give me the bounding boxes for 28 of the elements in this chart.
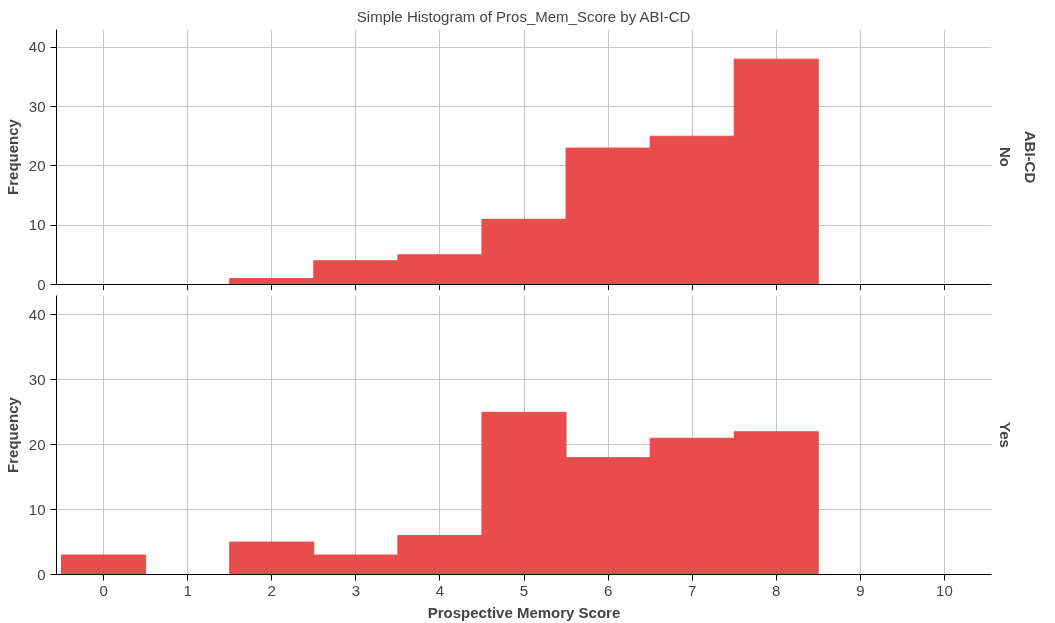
y-tick-label: 40 [28, 38, 46, 56]
text: Yes [996, 422, 1014, 448]
y-tick-label: 20 [28, 156, 46, 174]
y-tick-label: 0 [37, 275, 46, 293]
chart-title: Simple Histogram of Pros_Mem_Score by ABI-CD [356, 7, 691, 25]
x-tick-label: 0 [99, 581, 108, 599]
x-tick-label: 2 [267, 581, 276, 599]
y-tick-label: 30 [28, 370, 46, 388]
y-axis-title: Frequency [3, 396, 21, 473]
x-tick-label: 10 [936, 581, 953, 599]
x-tick-label: 4 [435, 581, 445, 599]
y-tick-label: 0 [37, 565, 46, 583]
x-tick-label: 7 [687, 581, 697, 599]
x-tick-label: 9 [856, 581, 865, 599]
x-tick-label: 8 [772, 581, 781, 599]
y-tick-label: 30 [28, 97, 46, 115]
text: No [996, 147, 1014, 167]
y-tick-label: 20 [28, 435, 46, 453]
text: ABI-CD [1021, 130, 1039, 184]
y-tick-label: 10 [28, 500, 46, 518]
y-tick-label: 10 [28, 216, 46, 234]
x-tick-label: 1 [183, 581, 192, 599]
y-tick-label: 40 [28, 305, 46, 323]
x-axis-title: Prospective Memory Score [427, 603, 621, 621]
x-tick-label: 6 [603, 581, 613, 599]
y-axis-title: Frequency [3, 118, 21, 195]
x-tick-label: 3 [351, 581, 361, 599]
x-tick-label: 5 [519, 581, 529, 599]
